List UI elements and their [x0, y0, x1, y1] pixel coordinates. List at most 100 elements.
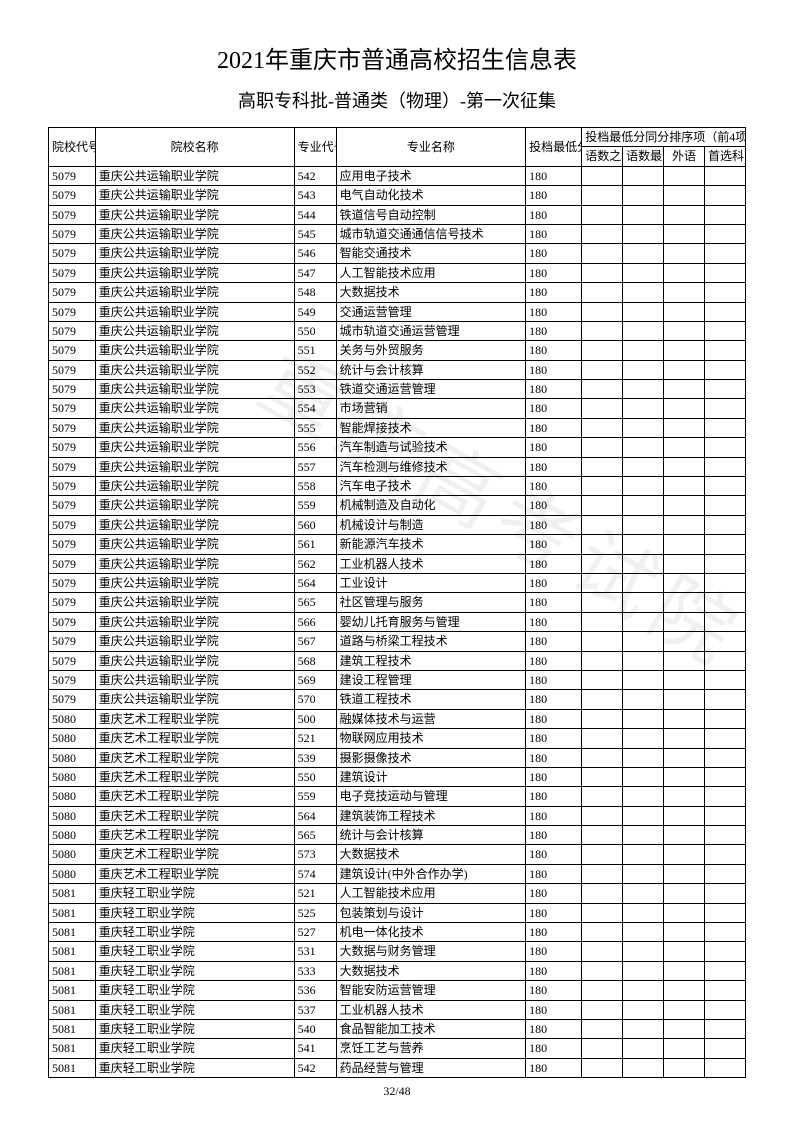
score-cell: 180: [526, 496, 582, 515]
sub1-cell: [582, 961, 623, 980]
school-name-cell: 重庆公共运输职业学院: [95, 244, 294, 263]
school-code-cell: 5079: [49, 573, 96, 592]
table-row: 5081重庆轻工职业学院542药品经营与管理180: [49, 1058, 746, 1077]
score-cell: 180: [526, 321, 582, 340]
sub3-cell: [664, 321, 705, 340]
sub3-cell: [664, 244, 705, 263]
major-code-cell: 556: [294, 438, 336, 457]
table-row: 5079重庆公共运输职业学院556汽车制造与试验技术180: [49, 438, 746, 457]
score-cell: 180: [526, 573, 582, 592]
page-subtitle: 高职专科批-普通类（物理）-第一次征集: [48, 87, 746, 113]
sub3-cell: [664, 690, 705, 709]
major-name-cell: 统计与会计核算: [336, 826, 525, 845]
school-code-cell: 5081: [49, 903, 96, 922]
sub3-cell: [664, 457, 705, 476]
table-row: 5079重庆公共运输职业学院554市场营销180: [49, 399, 746, 418]
sub2-cell: [623, 787, 664, 806]
school-name-cell: 重庆公共运输职业学院: [95, 321, 294, 340]
sub2-cell: [623, 321, 664, 340]
sub1-cell: [582, 244, 623, 263]
school-code-cell: 5079: [49, 554, 96, 573]
school-code-cell: 5079: [49, 244, 96, 263]
school-code-cell: 5081: [49, 981, 96, 1000]
score-cell: 180: [526, 961, 582, 980]
sub2-cell: [623, 399, 664, 418]
school-name-cell: 重庆艺术工程职业学院: [95, 709, 294, 728]
table-row: 5081重庆轻工职业学院540食品智能加工技术180: [49, 1019, 746, 1038]
table-row: 5080重庆艺术工程职业学院521物联网应用技术180: [49, 729, 746, 748]
major-name-cell: 统计与会计核算: [336, 360, 525, 379]
sub1-cell: [582, 670, 623, 689]
sub4-cell: [704, 457, 745, 476]
sub2-cell: [623, 224, 664, 243]
sub1-cell: [582, 690, 623, 709]
major-name-cell: 人工智能技术应用: [336, 263, 525, 282]
header-major-code: 专业代号: [294, 128, 336, 167]
table-row: 5080重庆艺术工程职业学院550建筑设计180: [49, 767, 746, 786]
major-code-cell: 557: [294, 457, 336, 476]
school-name-cell: 重庆公共运输职业学院: [95, 496, 294, 515]
score-cell: 180: [526, 729, 582, 748]
major-name-cell: 城市轨道交通通信信号技术: [336, 224, 525, 243]
school-code-cell: 5079: [49, 205, 96, 224]
major-name-cell: 社区管理与服务: [336, 593, 525, 612]
header-sub4: 首选科目: [704, 147, 745, 166]
major-code-cell: 565: [294, 826, 336, 845]
school-name-cell: 重庆艺术工程职业学院: [95, 806, 294, 825]
sub3-cell: [664, 864, 705, 883]
school-code-cell: 5080: [49, 729, 96, 748]
score-cell: 180: [526, 515, 582, 534]
sub1-cell: [582, 205, 623, 224]
major-code-cell: 567: [294, 632, 336, 651]
school-name-cell: 重庆公共运输职业学院: [95, 360, 294, 379]
school-name-cell: 重庆公共运输职业学院: [95, 399, 294, 418]
sub2-cell: [623, 341, 664, 360]
major-code-cell: 559: [294, 496, 336, 515]
score-cell: 180: [526, 826, 582, 845]
school-code-cell: 5079: [49, 302, 96, 321]
table-row: 5079重庆公共运输职业学院547人工智能技术应用180: [49, 263, 746, 282]
table-row: 5079重庆公共运输职业学院544铁道信号自动控制180: [49, 205, 746, 224]
sub1-cell: [582, 380, 623, 399]
sub4-cell: [704, 923, 745, 942]
major-code-cell: 541: [294, 1039, 336, 1058]
table-row: 5079重庆公共运输职业学院564工业设计180: [49, 573, 746, 592]
major-name-cell: 物联网应用技术: [336, 729, 525, 748]
sub1-cell: [582, 360, 623, 379]
sub2-cell: [623, 961, 664, 980]
sub4-cell: [704, 418, 745, 437]
school-code-cell: 5079: [49, 224, 96, 243]
table-row: 5079重庆公共运输职业学院557汽车检测与维修技术180: [49, 457, 746, 476]
school-code-cell: 5081: [49, 942, 96, 961]
table-row: 5079重庆公共运输职业学院565社区管理与服务180: [49, 593, 746, 612]
sub2-cell: [623, 612, 664, 631]
school-name-cell: 重庆公共运输职业学院: [95, 670, 294, 689]
sub2-cell: [623, 981, 664, 1000]
sub1-cell: [582, 826, 623, 845]
sub2-cell: [623, 651, 664, 670]
sub3-cell: [664, 826, 705, 845]
sub1-cell: [582, 535, 623, 554]
sub1-cell: [582, 767, 623, 786]
sub4-cell: [704, 399, 745, 418]
sub3-cell: [664, 748, 705, 767]
score-cell: 180: [526, 767, 582, 786]
school-code-cell: 5079: [49, 418, 96, 437]
sub4-cell: [704, 729, 745, 748]
sub4-cell: [704, 903, 745, 922]
school-code-cell: 5081: [49, 1019, 96, 1038]
sub1-cell: [582, 573, 623, 592]
sub3-cell: [664, 438, 705, 457]
sub3-cell: [664, 981, 705, 1000]
sub1-cell: [582, 438, 623, 457]
sub3-cell: [664, 399, 705, 418]
score-cell: 180: [526, 166, 582, 185]
sub3-cell: [664, 573, 705, 592]
school-code-cell: 5079: [49, 690, 96, 709]
sub1-cell: [582, 283, 623, 302]
sub4-cell: [704, 981, 745, 1000]
sub4-cell: [704, 302, 745, 321]
score-cell: 180: [526, 554, 582, 573]
major-name-cell: 关务与外贸服务: [336, 341, 525, 360]
score-cell: 180: [526, 709, 582, 728]
